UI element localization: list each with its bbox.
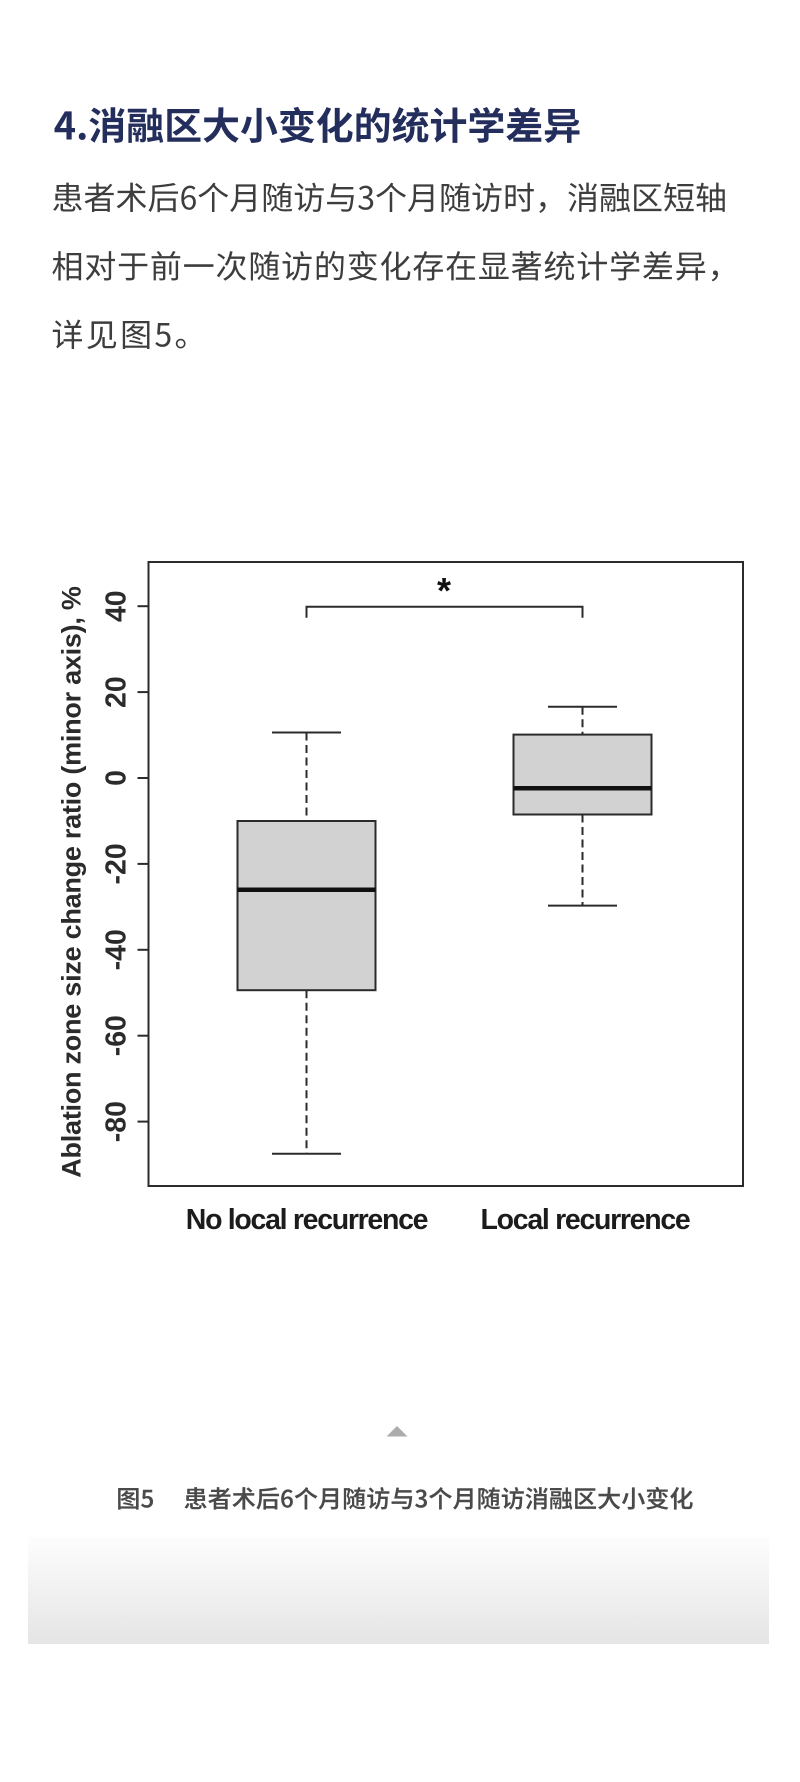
svg-text:Ablation zone size change rati: Ablation zone size change ratio (minor a… [57,586,87,1178]
svg-text:-20: -20 [101,843,133,884]
svg-text:0: 0 [101,770,133,786]
svg-text:40: 40 [101,590,133,622]
svg-text:20: 20 [101,676,133,708]
svg-text:-40: -40 [101,929,133,970]
svg-text:*: * [437,570,451,611]
svg-text:-80: -80 [101,1101,133,1142]
svg-text:No local recurrence: No local recurrence [186,1204,428,1236]
svg-text:Local recurrence: Local recurrence [481,1204,690,1236]
svg-text:-60: -60 [101,1015,133,1056]
